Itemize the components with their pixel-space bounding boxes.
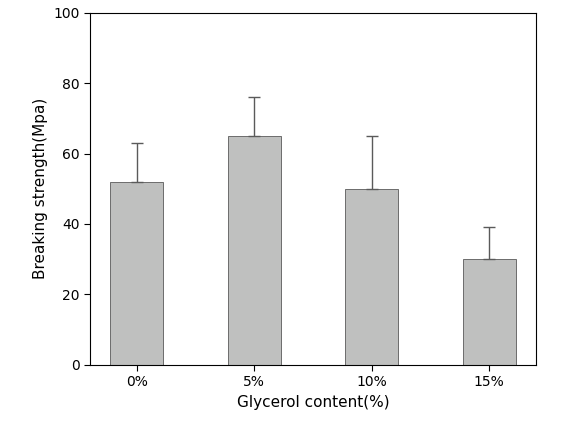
Y-axis label: Breaking strength(Mpa): Breaking strength(Mpa): [33, 98, 48, 279]
Bar: [345, 189, 398, 365]
Bar: [462, 259, 515, 365]
X-axis label: Glycerol content(%): Glycerol content(%): [237, 395, 389, 410]
Bar: [111, 182, 164, 365]
Bar: [228, 136, 281, 365]
